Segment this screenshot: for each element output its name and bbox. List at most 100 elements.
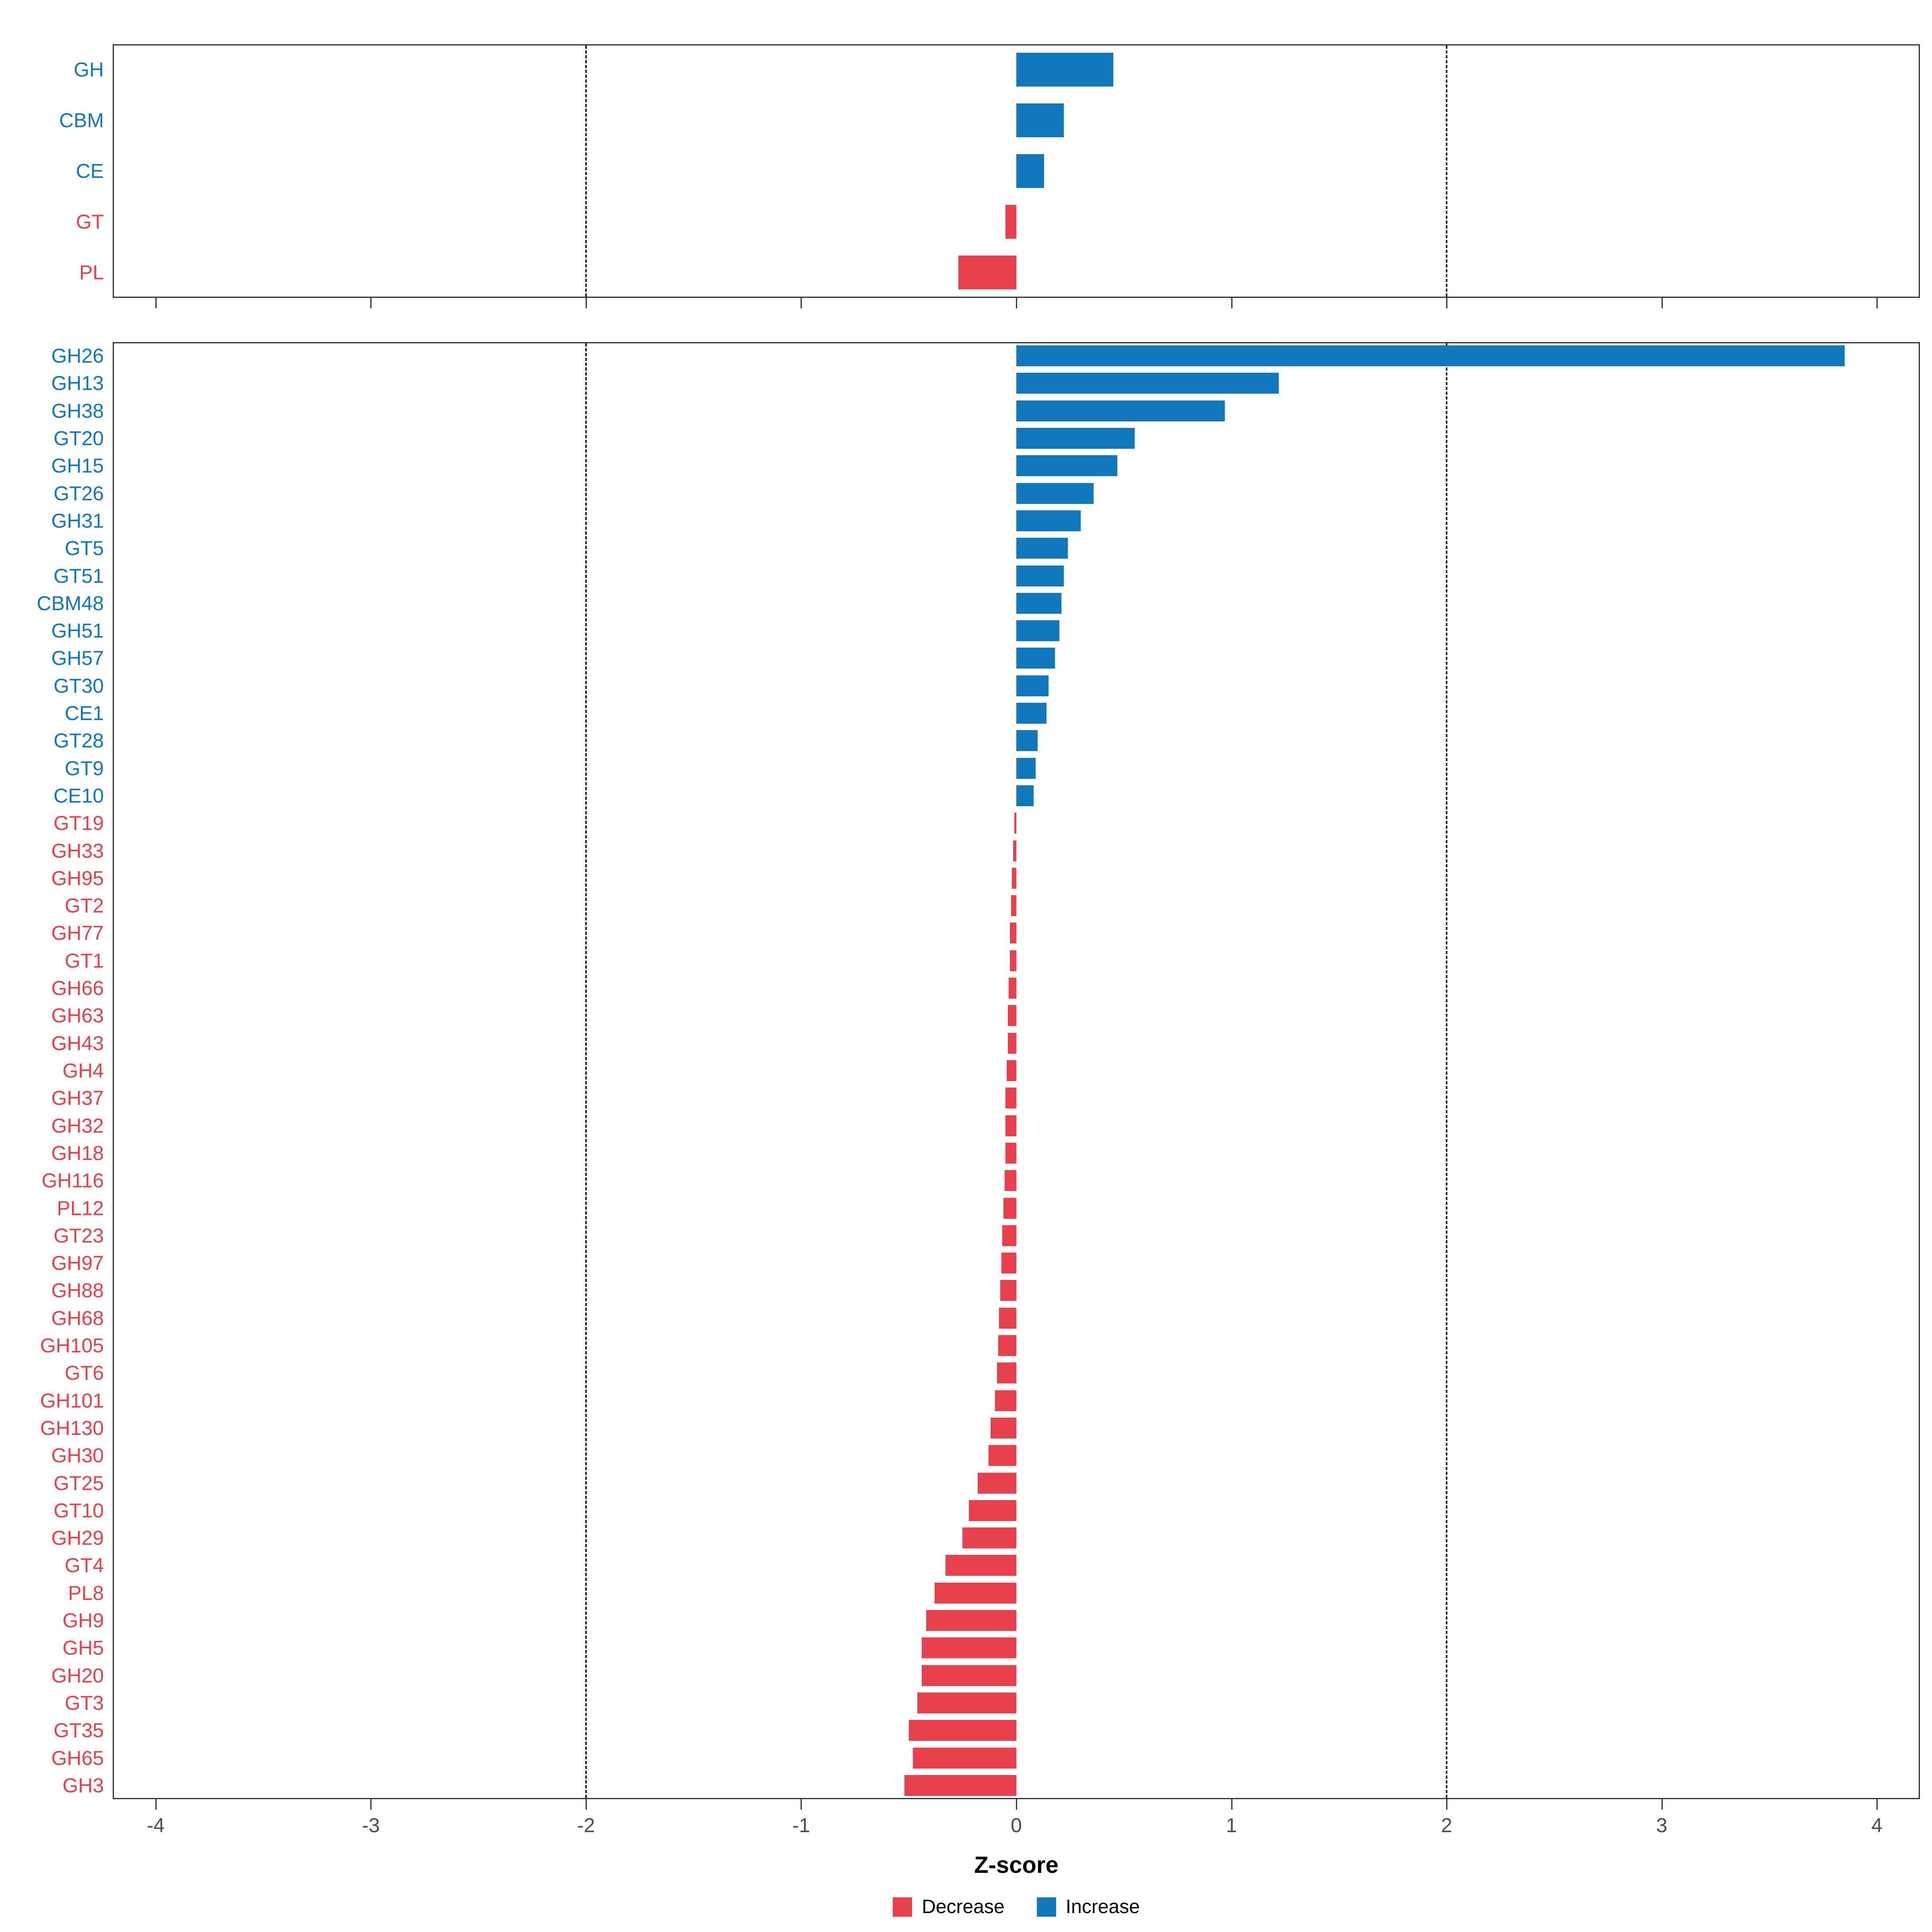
bar bbox=[1005, 1115, 1016, 1136]
y-tick-label: GT2 bbox=[64, 894, 104, 917]
y-tick-label: PL8 bbox=[68, 1581, 104, 1604]
bar bbox=[1016, 565, 1064, 586]
bar bbox=[1016, 373, 1279, 394]
bar bbox=[1014, 813, 1016, 834]
bar bbox=[1016, 53, 1113, 87]
bar bbox=[921, 1665, 1016, 1686]
y-tick-label: GT6 bbox=[64, 1362, 104, 1385]
y-tick-label: GH68 bbox=[51, 1307, 104, 1329]
bar bbox=[1016, 428, 1135, 449]
bar bbox=[969, 1500, 1016, 1521]
x-axis-tick bbox=[1016, 298, 1017, 308]
bar bbox=[1005, 205, 1016, 239]
y-tick-label: GH77 bbox=[51, 922, 104, 945]
y-tick-label: GH30 bbox=[51, 1444, 104, 1467]
bar bbox=[1016, 103, 1064, 137]
y-tick-label: GH63 bbox=[51, 1004, 104, 1027]
bar bbox=[1016, 785, 1034, 806]
y-tick-label: GH bbox=[74, 58, 104, 81]
y-tick-label: GH33 bbox=[51, 839, 104, 862]
guide-line bbox=[585, 343, 587, 1798]
x-axis-tick bbox=[155, 298, 157, 308]
x-axis-title: Z-score bbox=[974, 1852, 1059, 1878]
y-tick-label: GH5 bbox=[62, 1637, 104, 1660]
y-tick-label: GT26 bbox=[53, 482, 104, 505]
y-tick-label: GH20 bbox=[51, 1664, 104, 1687]
bar bbox=[1005, 1088, 1016, 1109]
y-tick-label: GH105 bbox=[40, 1334, 104, 1357]
y-tick-label: GH37 bbox=[51, 1087, 104, 1110]
y-tick-label: GT5 bbox=[64, 537, 104, 560]
x-axis-tick bbox=[1876, 298, 1878, 308]
y-tick-label: GH97 bbox=[51, 1252, 104, 1275]
y-tick-label: GT9 bbox=[64, 757, 104, 780]
bar bbox=[1004, 1170, 1016, 1191]
x-axis-tick bbox=[370, 1799, 372, 1810]
y-tick-label: GH31 bbox=[51, 509, 104, 532]
x-axis-tick bbox=[585, 298, 587, 308]
x-tick-label: 3 bbox=[1656, 1814, 1668, 1837]
legend: Decrease Increase bbox=[113, 1896, 1920, 1918]
bar bbox=[1006, 1060, 1016, 1081]
bar bbox=[1007, 1005, 1016, 1026]
bar bbox=[1000, 1280, 1016, 1301]
bar bbox=[908, 1720, 1016, 1741]
x-axis-tick bbox=[1231, 298, 1232, 308]
y-tick-label: GT51 bbox=[53, 564, 104, 587]
y-tick-label: GH9 bbox=[62, 1609, 104, 1632]
bar bbox=[1016, 538, 1068, 559]
guide-line bbox=[1446, 45, 1448, 297]
bar bbox=[1016, 455, 1118, 477]
y-tick-label: GT1 bbox=[64, 949, 104, 972]
bar bbox=[904, 1775, 1016, 1796]
bar bbox=[1005, 1142, 1016, 1164]
y-tick-label: GT3 bbox=[64, 1691, 104, 1714]
x-axis-tick bbox=[1876, 1799, 1878, 1810]
bar bbox=[917, 1692, 1016, 1713]
y-tick-label: GT10 bbox=[53, 1499, 104, 1522]
x-axis-tick bbox=[801, 298, 802, 308]
y-tick-label: GT28 bbox=[53, 729, 104, 752]
bar bbox=[1011, 895, 1016, 916]
bar bbox=[1002, 1225, 1016, 1246]
guide-line bbox=[585, 45, 587, 297]
y-tick-label: GH15 bbox=[51, 454, 104, 477]
bar bbox=[913, 1747, 1016, 1769]
guide-line bbox=[1446, 343, 1448, 1798]
y-tick-label: GH38 bbox=[51, 399, 104, 422]
y-tick-label: GH13 bbox=[51, 372, 104, 395]
bar bbox=[990, 1417, 1016, 1439]
x-tick-label: -1 bbox=[792, 1814, 810, 1837]
x-axis-tick bbox=[1661, 298, 1663, 308]
y-tick-label: GT4 bbox=[64, 1554, 104, 1577]
y-tick-label: GT bbox=[76, 211, 104, 233]
y-tick-label: CBM bbox=[59, 109, 104, 132]
y-tick-label: GT25 bbox=[53, 1472, 104, 1494]
bar bbox=[1016, 510, 1081, 531]
y-tick-label: PL bbox=[79, 261, 104, 284]
x-tick-label: -3 bbox=[362, 1814, 380, 1837]
bar bbox=[926, 1610, 1016, 1631]
bar bbox=[958, 256, 1016, 289]
y-tick-label: GT30 bbox=[53, 674, 104, 697]
x-axis-tick bbox=[370, 298, 372, 308]
y-tick-label: CE10 bbox=[53, 784, 104, 807]
bar bbox=[1016, 730, 1038, 751]
bottom-panel bbox=[113, 342, 1920, 1799]
bar bbox=[1003, 1197, 1016, 1219]
y-tick-label: GT19 bbox=[53, 812, 104, 835]
x-axis-tick bbox=[1231, 1799, 1232, 1810]
bar bbox=[977, 1472, 1016, 1494]
legend-item-increase: Increase bbox=[1036, 1896, 1140, 1918]
x-tick-label: 4 bbox=[1871, 1814, 1882, 1837]
bar bbox=[995, 1390, 1016, 1411]
bar bbox=[1016, 345, 1845, 367]
y-tick-label: GH116 bbox=[41, 1169, 104, 1192]
x-tick-label: -4 bbox=[147, 1814, 165, 1837]
y-tick-label: CBM48 bbox=[37, 592, 104, 615]
bar bbox=[1016, 703, 1046, 724]
bar bbox=[1007, 1032, 1016, 1054]
x-axis-tick bbox=[1016, 1799, 1017, 1810]
bar bbox=[1009, 950, 1016, 971]
bar bbox=[1009, 923, 1016, 944]
